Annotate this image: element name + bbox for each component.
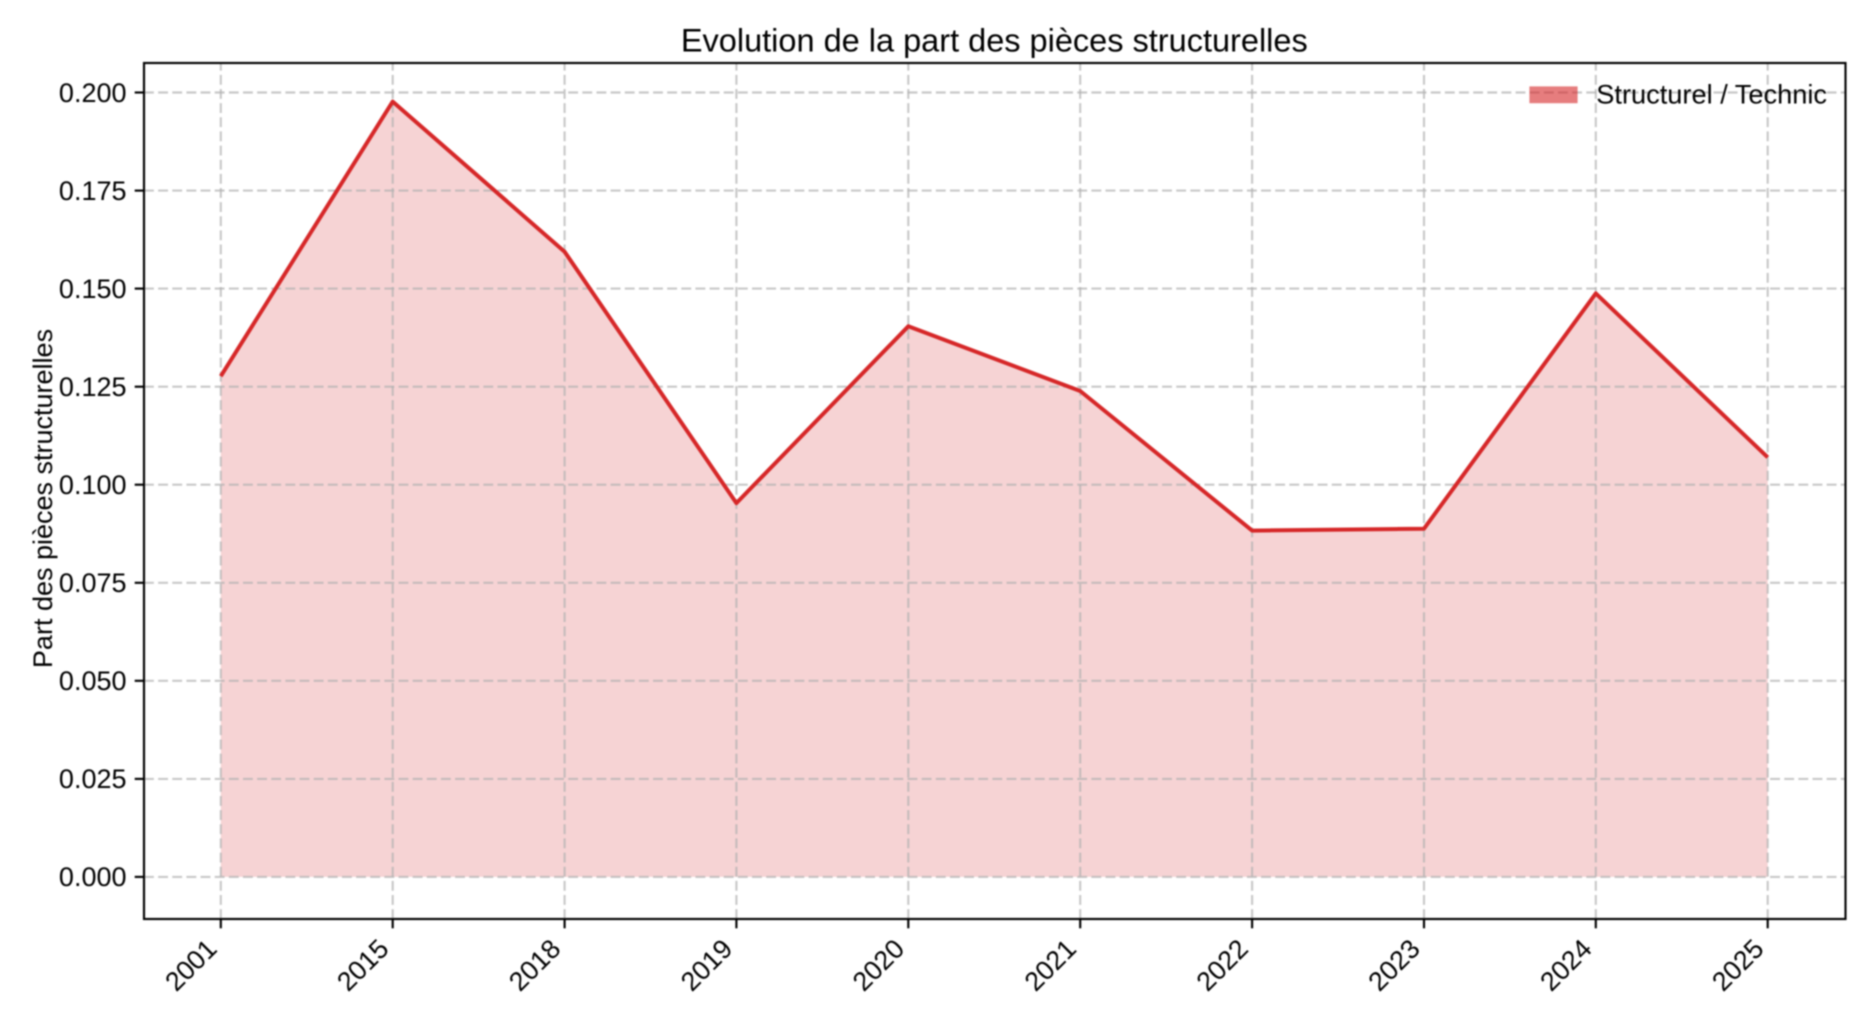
svg-text:Structurel / Technic: Structurel / Technic [1596,79,1827,110]
svg-text:0.175: 0.175 [59,176,127,206]
svg-text:0.050: 0.050 [59,666,127,696]
svg-text:0.100: 0.100 [59,470,127,500]
svg-text:0.200: 0.200 [59,78,127,108]
svg-text:0.075: 0.075 [59,568,127,598]
svg-text:0.150: 0.150 [59,274,127,304]
svg-text:Part des pièces structurelles: Part des pièces structurelles [28,329,58,668]
svg-text:0.125: 0.125 [59,372,127,402]
svg-text:0.000: 0.000 [59,862,127,892]
svg-text:0.025: 0.025 [59,764,127,794]
svg-text:Evolution de la part des pièce: Evolution de la part des pièces structur… [681,23,1308,59]
